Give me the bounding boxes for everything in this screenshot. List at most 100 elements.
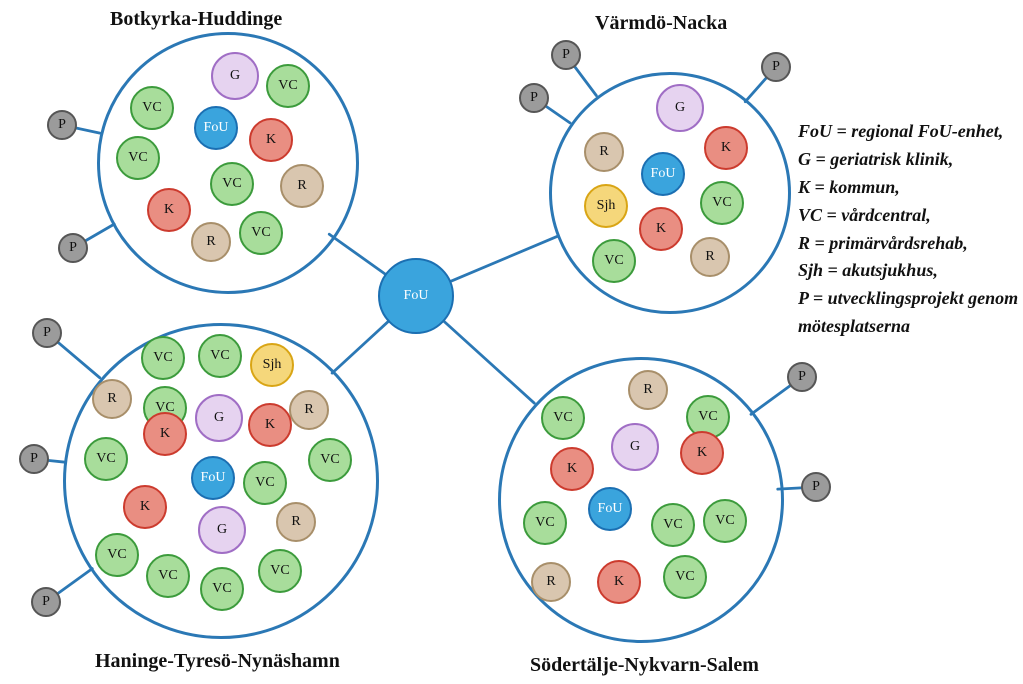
node-p: P — [761, 52, 791, 82]
cluster-title: Botkyrka-Huddinge — [110, 8, 282, 31]
node-r: R — [690, 237, 730, 277]
node-label: R — [297, 179, 306, 194]
node-vc: VC — [266, 64, 310, 108]
legend-line: G = geriatrisk klinik, — [798, 146, 1023, 174]
node-k: K — [639, 207, 683, 251]
node-label: K — [567, 462, 577, 477]
node-sjh: Sjh — [584, 184, 628, 228]
legend-line: VC = vårdcentral, — [798, 202, 1023, 230]
node-vc: VC — [200, 567, 244, 611]
node-label: P — [43, 326, 51, 341]
node-r: R — [289, 390, 329, 430]
node-label: VC — [210, 349, 229, 364]
cluster-title: Värmdö-Nacka — [595, 12, 727, 35]
node-k: K — [550, 447, 594, 491]
node-p: P — [31, 587, 61, 617]
node-p: P — [19, 444, 49, 474]
node-k: K — [249, 118, 293, 162]
legend-line: K = kommun, — [798, 174, 1023, 202]
node-k: K — [147, 188, 191, 232]
node-label: VC — [698, 410, 717, 425]
node-vc: VC — [651, 503, 695, 547]
node-label: VC — [158, 569, 177, 584]
node-label: VC — [251, 226, 270, 241]
node-label: K — [614, 575, 624, 590]
node-label: P — [562, 48, 570, 63]
node-fou_small: FoU — [588, 487, 632, 531]
node-label: P — [58, 118, 66, 133]
node-label: G — [675, 101, 685, 116]
node-vc: VC — [541, 396, 585, 440]
node-label: K — [140, 500, 150, 515]
node-label: FoU — [201, 471, 226, 486]
node-label: P — [69, 241, 77, 256]
node-label: VC — [553, 411, 572, 426]
node-label: R — [107, 392, 116, 407]
node-label: VC — [222, 177, 241, 192]
node-r: R — [584, 132, 624, 172]
node-label: P — [812, 480, 820, 495]
node-label: P — [42, 595, 50, 610]
node-k: K — [680, 431, 724, 475]
node-label: VC — [663, 518, 682, 533]
node-label: FoU — [598, 502, 623, 517]
node-label: VC — [712, 196, 731, 211]
node-label: R — [705, 250, 714, 265]
node-label: P — [798, 370, 806, 385]
node-label: FoU — [651, 167, 676, 182]
legend-line: P = utvecklingsprojekt genom mötesplatse… — [798, 285, 1023, 341]
node-p: P — [32, 318, 62, 348]
cluster-title: Södertälje-Nykvarn-Salem — [530, 654, 759, 677]
node-g: G — [656, 84, 704, 132]
node-vc: VC — [592, 239, 636, 283]
legend-line: Sjh = akutsjukhus, — [798, 257, 1023, 285]
node-g: G — [195, 394, 243, 442]
node-p: P — [787, 362, 817, 392]
node-label: K — [656, 222, 666, 237]
node-label: VC — [107, 548, 126, 563]
node-vc: VC — [663, 555, 707, 599]
node-label: G — [214, 411, 224, 426]
node-label: K — [266, 133, 276, 148]
node-vc: VC — [116, 136, 160, 180]
node-label: VC — [142, 101, 161, 116]
node-fou_small: FoU — [191, 456, 235, 500]
node-label: R — [546, 575, 555, 590]
node-label: VC — [675, 570, 694, 585]
node-label: R — [599, 145, 608, 160]
node-p: P — [551, 40, 581, 70]
node-label: VC — [278, 79, 297, 94]
node-label: VC — [604, 254, 623, 269]
node-vc: VC — [146, 554, 190, 598]
node-label: VC — [255, 476, 274, 491]
node-label: R — [643, 383, 652, 398]
node-r: R — [276, 502, 316, 542]
node-label: VC — [320, 453, 339, 468]
node-sjh: Sjh — [250, 343, 294, 387]
node-vc: VC — [239, 211, 283, 255]
node-vc: VC — [95, 533, 139, 577]
node-label: G — [630, 440, 640, 455]
node-label: VC — [96, 452, 115, 467]
node-r: R — [628, 370, 668, 410]
node-label: R — [291, 515, 300, 530]
node-p: P — [47, 110, 77, 140]
node-label: K — [265, 418, 275, 433]
node-g: G — [198, 506, 246, 554]
legend-line: FoU = regional FoU-enhet, — [798, 118, 1023, 146]
node-label: VC — [535, 516, 554, 531]
node-vc: VC — [308, 438, 352, 482]
node-label: FoU — [204, 121, 229, 136]
node-label: Sjh — [263, 358, 282, 373]
node-k: K — [704, 126, 748, 170]
legend-line: R = primärvårdsrehab, — [798, 230, 1023, 258]
node-fou: FoU — [378, 258, 454, 334]
node-vc: VC — [141, 336, 185, 380]
cluster-title: Haninge-Tyresö-Nynäshamn — [95, 650, 340, 673]
node-label: K — [721, 141, 731, 156]
node-vc: VC — [210, 162, 254, 206]
node-r: R — [92, 379, 132, 419]
node-label: VC — [270, 564, 289, 579]
node-label: VC — [715, 514, 734, 529]
node-k: K — [143, 412, 187, 456]
